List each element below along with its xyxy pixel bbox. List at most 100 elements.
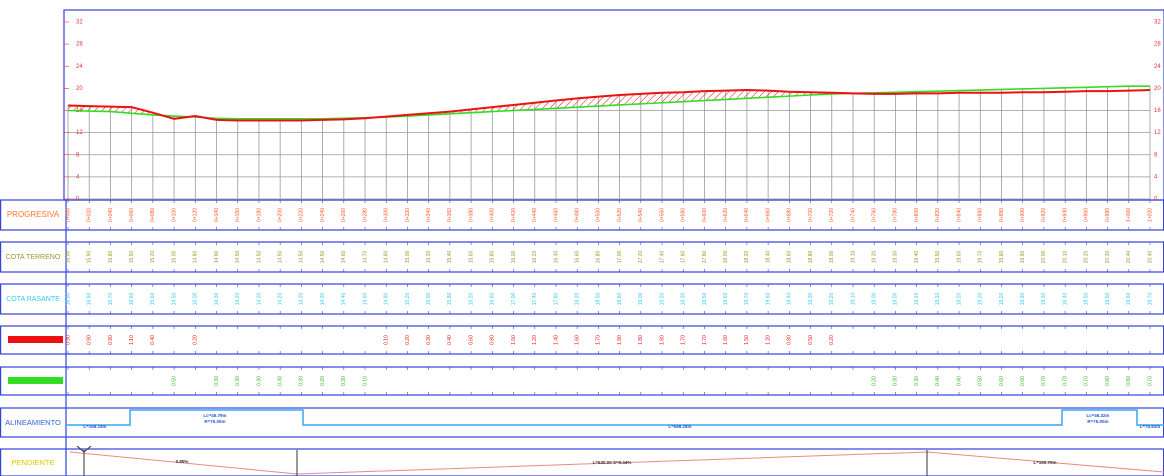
terrain-elevation: 19.00	[829, 251, 835, 264]
grade-elevation: 16.60	[129, 293, 135, 306]
grade-elevation: 15.60	[150, 293, 156, 306]
progresiva-label: 0+920	[1041, 208, 1047, 222]
grade-elevation: 16.80	[87, 293, 93, 306]
grade-elevation: 19.30	[1020, 293, 1026, 306]
y-tick-label: 28	[1154, 42, 1161, 48]
cut-depth: 0.90	[65, 335, 71, 345]
cut-depth: 0.20	[405, 335, 411, 345]
terrain-elevation: 20.40	[1147, 251, 1153, 264]
progresiva-label: 0+780	[893, 208, 899, 222]
grade-elevation: 19.20	[999, 293, 1005, 306]
terrain-elevation: 19.60	[956, 251, 962, 264]
cut-depth: 1.40	[553, 335, 559, 345]
grade-elevation: 16.60	[490, 293, 496, 306]
progresiva-label: 0+220	[299, 208, 305, 222]
y-tick-label: 8	[1154, 152, 1158, 158]
terrain-elevation: 16.80	[596, 251, 602, 264]
profile-line	[67, 85, 1150, 120]
terrain-elevation: 18.20	[744, 251, 750, 264]
terrain-elevation: 20.30	[1105, 251, 1111, 264]
progresiva-label: 0+260	[341, 208, 347, 222]
terrain-elevation: 14.80	[384, 251, 390, 264]
grade-elevation: 19.40	[1062, 293, 1068, 306]
terrain-elevation: 19.40	[914, 251, 920, 264]
grade-elevation: 17.40	[532, 293, 538, 306]
progresiva-label: 0+280	[362, 208, 368, 222]
grade-elevation: 19.20	[829, 293, 835, 306]
fill-depth: 0.40	[956, 376, 962, 386]
terrain-elevation: 20.10	[1062, 251, 1068, 264]
terrain-elevation: 18.60	[787, 251, 793, 264]
terrain-elevation: 16.00	[511, 251, 517, 264]
progresiva-label: 0+940	[1062, 208, 1068, 222]
fill-depth: 0.20	[320, 376, 326, 386]
grade-elevation: 19.30	[681, 293, 687, 306]
terrain-elevation: 14.60	[214, 251, 220, 264]
y-tick-label: 4	[1154, 174, 1158, 180]
terrain-elevation: 19.10	[850, 251, 856, 264]
progresiva-label: 0+760	[872, 208, 878, 222]
fill-depth: 0.20	[341, 376, 347, 386]
grade-elevation: 18.50	[596, 293, 602, 306]
slope-symbol	[76, 445, 92, 453]
terrain-elevation: 15.60	[468, 251, 474, 264]
y-tick-label: 24	[1154, 64, 1161, 70]
progresiva-label: 0+180	[256, 208, 262, 222]
progresiva-label: 0+640	[744, 208, 750, 222]
alignment-text: R=75.00m	[204, 419, 225, 424]
cut-depth: 1.00	[511, 335, 517, 345]
progresiva-label: 0+580	[681, 208, 687, 222]
progresiva-label: 0+120	[193, 208, 199, 222]
row-label: PROGRESIVA	[7, 210, 60, 219]
cut-depth: 1.10	[129, 335, 135, 345]
progresiva-label: 0+980	[1105, 208, 1111, 222]
slope-text: 0.85%	[176, 459, 189, 464]
terrain-elevation: 14.50	[235, 251, 241, 264]
fill-depth: 0.30	[235, 376, 241, 386]
progresiva-label: 0+420	[511, 208, 517, 222]
row-label: PENDIENTE	[12, 458, 55, 467]
terrain-elevation: 16.00	[65, 251, 71, 264]
cut-depth: 0.60	[468, 335, 474, 345]
progresiva-label: 0+140	[214, 208, 220, 222]
progresiva-label: 0+100	[171, 208, 177, 222]
fill-depth: 0.30	[299, 376, 305, 386]
progresiva-label: 0+240	[320, 208, 326, 222]
grade-elevation: 14.30	[214, 293, 220, 306]
fill-depth: 0.70	[1147, 376, 1153, 386]
progresiva-label: 0+020	[87, 208, 93, 222]
y-tick-label: 28	[76, 42, 83, 48]
grade-elevation: 14.50	[171, 293, 177, 306]
profile-line	[67, 89, 1151, 122]
progresiva-label: 0+500	[596, 208, 602, 222]
progresiva-label: 0+040	[108, 208, 114, 222]
slope-text: L=160.70m	[1033, 460, 1056, 465]
progresiva-label: 0+300	[384, 208, 390, 222]
cut-depth: 0.20	[829, 335, 835, 345]
grade-elevation: 15.20	[405, 293, 411, 306]
alignment-text: Lc=46.32m	[1086, 413, 1109, 418]
fill-depth: 0.80	[1126, 376, 1132, 386]
grade-elevation: 19.10	[935, 293, 941, 306]
terrain-elevation: 19.20	[872, 251, 878, 264]
grade-elevation: 19.40	[787, 293, 793, 306]
grade-elevation: 19.10	[914, 293, 920, 306]
grade-elevation: 17.80	[553, 293, 559, 306]
cut-depth: 0.50	[808, 335, 814, 345]
alignment-text: R=75.00m	[1087, 419, 1108, 424]
fill-depth: 0.70	[1062, 376, 1068, 386]
progresiva-label: 0+560	[659, 208, 665, 222]
cut-depth: 0.80	[490, 335, 496, 345]
progresiva-label: 0+840	[956, 208, 962, 222]
cut-depth: 1.80	[617, 335, 623, 345]
slope-line	[69, 451, 1164, 475]
fill-depth: 0.60	[999, 376, 1005, 386]
terrain-elevation: 14.50	[320, 251, 326, 264]
fill-depth: 0.70	[1084, 376, 1090, 386]
grade-elevation: 19.50	[1105, 293, 1111, 306]
progresiva-label: 0+480	[575, 208, 581, 222]
grade-elevation: 14.20	[277, 293, 283, 306]
grade-elevation: 14.20	[256, 293, 262, 306]
cut-depth: 1.70	[596, 335, 602, 345]
fill-depth: 0.30	[256, 376, 262, 386]
